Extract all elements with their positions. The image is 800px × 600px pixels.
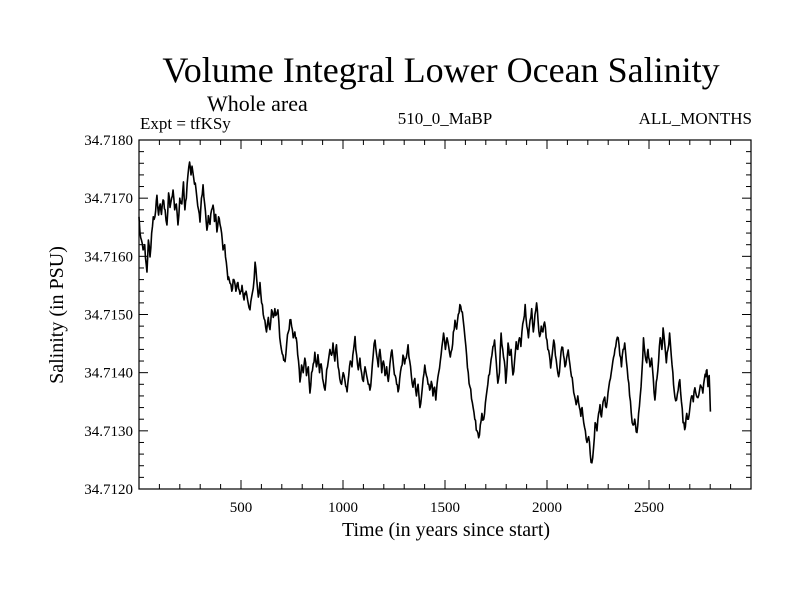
y-tick-label: 34.7120: [84, 482, 133, 498]
x-tick-label: 1000: [328, 500, 358, 516]
period-label: ALL_MONTHS: [639, 109, 752, 128]
y-tick-label: 34.7150: [84, 308, 133, 324]
y-axis: 34.7120 34.7130 34.7140 34.7150 34.7160 34.71…: [84, 133, 751, 498]
x-tick-label: 500: [230, 500, 253, 516]
y-tick-label: 34.7130: [84, 424, 133, 440]
y-tick-label: 34.7140: [84, 366, 133, 382]
experiment-label: Expt = tfKSy: [140, 114, 231, 133]
series-line: [138, 161, 712, 464]
run-label: 510_0_MaBP: [398, 109, 492, 128]
x-tick-label: 1500: [430, 500, 460, 516]
y-tick-label: 34.7160: [84, 249, 133, 265]
chart-title: Volume Integral Lower Ocean Salinity: [162, 50, 719, 90]
x-axis: 500 1000 1500 2000 2500: [158, 140, 732, 516]
x-tick-label: 2000: [532, 500, 562, 516]
plot-area: [138, 161, 712, 464]
x-axis-title: Time (in years since start): [342, 519, 550, 541]
x-tick-label: 2500: [634, 500, 664, 516]
y-axis-title: Salinity (in PSU): [46, 246, 68, 384]
y-tick-label: 34.7180: [84, 133, 133, 149]
plot-frame: [138, 139, 752, 490]
chart-subtitle: Whole area: [207, 91, 308, 116]
y-tick-label: 34.7170: [84, 191, 133, 207]
